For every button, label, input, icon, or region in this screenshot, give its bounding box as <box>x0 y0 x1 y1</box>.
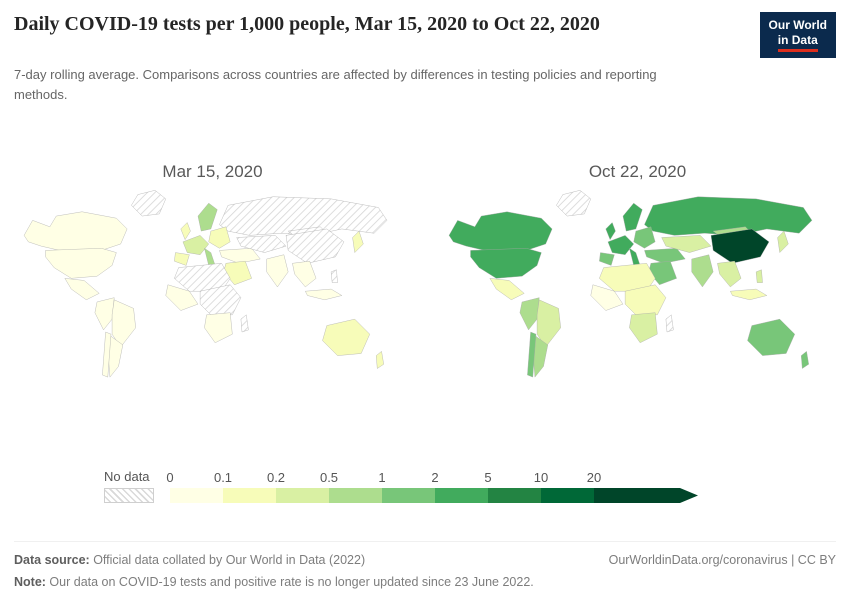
world-map-mar-15-2020 <box>22 189 387 378</box>
region-southern-africa[interactable] <box>203 312 233 344</box>
owid-logo[interactable]: Our World in Data <box>759 12 836 58</box>
region-indonesia[interactable] <box>729 288 767 301</box>
map-legend: No data 0 0.1 0.2 0.5 1 2 5 10 20 <box>104 469 850 504</box>
legend-segment-10[interactable] <box>541 488 594 504</box>
legend-tick-10: 10 <box>533 470 549 486</box>
region-indonesia[interactable] <box>304 288 342 301</box>
region-canada[interactable] <box>22 211 128 254</box>
map-panel-0-title: Mar 15, 2020 <box>162 162 263 181</box>
region-italy[interactable] <box>628 247 641 266</box>
region-china[interactable] <box>709 228 770 264</box>
note-line: Note: Our data on COVID-19 tests and pos… <box>14 573 836 592</box>
region-greenland[interactable] <box>555 189 591 217</box>
legend-tick-0.1: 0.1 <box>213 470 233 486</box>
legend-scale: 0 0.1 0.2 0.5 1 2 5 10 20 <box>166 470 698 504</box>
region-new-zealand[interactable] <box>800 350 809 370</box>
footer: Data source: Official data collated by O… <box>14 540 836 593</box>
region-se-asia[interactable] <box>291 260 317 288</box>
region-new-zealand[interactable] <box>375 350 384 370</box>
owid-link[interactable]: OurWorldinData.org/coronavirus | CC BY <box>608 552 836 567</box>
region-canada[interactable] <box>447 211 553 254</box>
map-panel-0: Mar 15, 2020 <box>0 162 425 411</box>
region-india[interactable] <box>690 254 714 288</box>
region-turkey-iran[interactable] <box>643 247 686 264</box>
legend-arrow[interactable] <box>594 488 698 504</box>
region-uk[interactable] <box>604 221 616 241</box>
region-japan[interactable] <box>776 230 789 254</box>
region-scandinavia[interactable] <box>196 202 218 232</box>
region-japan[interactable] <box>351 230 364 254</box>
legend-tick-0.2: 0.2 <box>266 470 286 486</box>
map-panel-1-title: Oct 22, 2020 <box>588 162 687 181</box>
owid-logo-line1: Our World <box>768 18 827 32</box>
region-west-europe[interactable] <box>181 234 209 256</box>
world-map-oct-22-2020 <box>447 189 812 378</box>
legend-segment-0.5[interactable] <box>329 488 382 504</box>
chart-subtitle: 7-day rolling average. Comparisons acros… <box>14 67 657 102</box>
region-colombia-peru[interactable] <box>93 297 115 331</box>
legend-tick-0: 0 <box>166 470 174 486</box>
region-madagascar[interactable] <box>664 314 674 333</box>
region-india[interactable] <box>265 254 289 288</box>
note-text: Our data on COVID-19 tests and positive … <box>45 575 534 590</box>
legend-segment-5[interactable] <box>488 488 541 504</box>
region-mexico[interactable] <box>488 277 525 301</box>
legend-tick-1: 1 <box>378 470 386 486</box>
region-colombia-peru[interactable] <box>518 297 540 331</box>
region-china[interactable] <box>284 228 345 264</box>
region-philippines[interactable] <box>330 269 338 284</box>
map-panel-1: Oct 22, 2020 <box>425 162 850 411</box>
region-mexico[interactable] <box>63 277 100 301</box>
legend-tick-2: 2 <box>431 470 439 486</box>
legend-tick-0.5: 0.5 <box>319 470 339 486</box>
region-iberia[interactable] <box>598 252 615 266</box>
legend-no-data-swatch[interactable] <box>104 488 154 504</box>
region-australia[interactable] <box>746 318 795 357</box>
legend-no-data: No data <box>104 469 154 504</box>
region-australia[interactable] <box>321 318 370 357</box>
data-source-text: Official data collated by Our World in D… <box>89 552 366 567</box>
data-source-label: Data source: <box>14 552 90 567</box>
legend-segment-1[interactable] <box>382 488 435 504</box>
region-se-asia[interactable] <box>716 260 742 288</box>
footer-row: Data source: Official data collated by O… <box>14 551 836 570</box>
region-east-europe[interactable] <box>207 226 231 249</box>
region-madagascar[interactable] <box>239 314 249 333</box>
region-west-europe[interactable] <box>606 234 634 256</box>
data-source-line: Data source: Official data collated by O… <box>14 551 365 570</box>
legend-ticks: 0 0.1 0.2 0.5 1 2 5 10 20 <box>166 470 602 488</box>
region-usa[interactable] <box>44 247 117 279</box>
legend-segment-0.2[interactable] <box>276 488 329 504</box>
note-label: Note: <box>14 575 46 590</box>
legend-segment-2[interactable] <box>435 488 488 504</box>
maps-row: Mar 15, 2020 Oct 22, 2020 <box>0 162 850 411</box>
region-usa[interactable] <box>469 247 542 279</box>
region-uk[interactable] <box>179 221 191 241</box>
legend-no-data-label: No data <box>104 469 150 485</box>
legend-bar <box>170 488 594 504</box>
owid-logo-line2: in Data <box>777 33 818 52</box>
legend-bar-row <box>170 488 698 504</box>
page-title: Daily COVID-19 tests per 1,000 people, M… <box>14 13 600 35</box>
legend-tick-5: 5 <box>484 470 492 486</box>
legend-tick-20: 20 <box>586 470 602 486</box>
region-iberia[interactable] <box>173 252 190 266</box>
region-greenland[interactable] <box>130 189 166 217</box>
legend-segment-0[interactable] <box>170 488 223 504</box>
header: Daily COVID-19 tests per 1,000 people, M… <box>0 0 850 58</box>
legend-segment-0.1[interactable] <box>223 488 276 504</box>
region-east-europe[interactable] <box>632 226 656 249</box>
region-philippines[interactable] <box>755 269 763 284</box>
region-italy[interactable] <box>203 247 216 266</box>
region-scandinavia[interactable] <box>621 202 643 232</box>
region-turkey-iran[interactable] <box>218 247 261 264</box>
region-southern-africa[interactable] <box>628 312 658 344</box>
